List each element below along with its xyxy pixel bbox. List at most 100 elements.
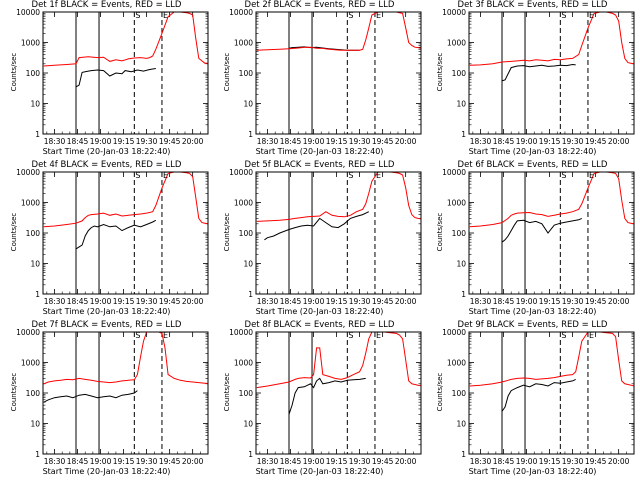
panel-title: Det 4f BLACK = Events, RED = LLD: [31, 160, 182, 170]
y-tick-label: 10000: [442, 328, 466, 337]
x-tick-label: 18:30: [44, 297, 66, 306]
series-line-lld: [469, 172, 634, 228]
y-tick-label: 1: [248, 130, 253, 139]
x-tick-label: 18:45: [280, 457, 302, 466]
x-tick-label: 19:30: [562, 457, 584, 466]
flag-label: S: [561, 171, 566, 180]
series-line-events: [43, 390, 138, 403]
flag-label: S: [561, 331, 566, 340]
plot-frame: [468, 11, 635, 135]
x-axis-label: Start Time (20-Jan-03 18:22:40): [255, 307, 384, 316]
series-line-events: [501, 63, 576, 82]
flag-label: E: [589, 331, 594, 340]
flag-label: S: [135, 171, 140, 180]
y-tick-label: 1: [35, 290, 40, 299]
y-tick-label: 100: [452, 389, 467, 398]
x-tick-label: 20:00: [395, 137, 417, 146]
y-tick-label: 1000: [234, 39, 253, 48]
plot-svg: 1 10 100 1000 10000 18:30 18:45 19:00 19:15 19:30…: [229, 328, 422, 466]
plot-frame: [468, 171, 635, 295]
panel-title: Det 7f BLACK = Events, RED = LLD: [31, 320, 182, 330]
x-axis-label: Start Time (20-Jan-03 18:22:40): [468, 307, 597, 316]
panel-title: Det 8f BLACK = Events, RED = LLD: [244, 320, 395, 330]
y-tick-label: 1: [461, 130, 466, 139]
x-tick-label: 19:00: [516, 137, 538, 146]
y-tick-label: 10: [456, 100, 466, 109]
flag-label: S: [561, 11, 566, 20]
y-tick-label: 10000: [229, 328, 253, 337]
x-tick-label: 19:15: [326, 297, 348, 306]
x-axis-label: Start Time (20-Jan-03 18:22:40): [42, 307, 171, 316]
y-tick-label: 10: [30, 260, 40, 269]
series-line-lld: [256, 12, 421, 51]
plot-frame: [255, 331, 422, 455]
plot-svg: 1 10 100 1000 10000 18:30 18:45 19:00 19:15 19:30…: [442, 8, 635, 146]
x-axis-label: Start Time (20-Jan-03 18:22:40): [255, 147, 384, 156]
x-tick-label: 18:30: [44, 457, 66, 466]
x-tick-label: 19:00: [516, 457, 538, 466]
detector-panel-9: Det 9f BLACK = Events, RED = LLD Counts/s…: [426, 320, 639, 480]
x-tick-label: 18:45: [280, 297, 302, 306]
x-tick-label: 20:00: [608, 297, 630, 306]
y-tick-label: 1000: [447, 199, 466, 208]
x-tick-label: 19:45: [159, 137, 181, 146]
y-tick-label: 10: [243, 420, 253, 429]
x-axis-label: Start Time (20-Jan-03 18:22:40): [468, 467, 597, 476]
flag-label: S: [348, 11, 353, 20]
x-tick-label: 19:45: [159, 297, 181, 306]
series-line-events: [264, 211, 370, 241]
y-tick-label: 1: [35, 450, 40, 459]
y-tick-label: 100: [239, 69, 254, 78]
x-tick-label: 19:45: [585, 137, 607, 146]
x-tick-label: 19:30: [562, 297, 584, 306]
y-tick-label: 10000: [16, 328, 40, 337]
plot-svg: 1 10 100 1000 10000 18:30 18:45 19:00 19:15 19:30…: [442, 328, 635, 466]
x-tick-label: 19:00: [90, 137, 112, 146]
y-tick-label: 10000: [229, 8, 253, 17]
y-tick-label: 100: [452, 69, 467, 78]
flag-label: E: [376, 171, 381, 180]
y-tick-label: 1: [248, 290, 253, 299]
x-tick-label: 18:30: [257, 297, 279, 306]
flag-label: S: [348, 171, 353, 180]
flag-label: E: [589, 171, 594, 180]
flag-label: E: [589, 11, 594, 20]
x-tick-label: 20:00: [608, 457, 630, 466]
flag-label: E: [163, 171, 168, 180]
flag-label: S: [135, 11, 140, 20]
y-tick-label: 1000: [234, 359, 253, 368]
x-tick-label: 18:30: [470, 457, 492, 466]
series-line-lld: [256, 172, 421, 222]
y-tick-label: 10: [243, 260, 253, 269]
x-tick-label: 19:15: [326, 457, 348, 466]
flag-label: S: [135, 331, 140, 340]
y-tick-label: 100: [239, 229, 254, 238]
y-tick-label: 100: [26, 69, 41, 78]
y-tick-label: 10: [30, 100, 40, 109]
plot-svg: 1 10 100 1000 10000 18:30 18:45 19:00 19:15 19:30…: [442, 168, 635, 306]
x-tick-label: 20:00: [182, 137, 204, 146]
plot-svg: 1 10 100 1000 10000 18:30 18:45 19:00 19:15 19:30…: [16, 8, 209, 146]
x-tick-label: 19:30: [349, 297, 371, 306]
series-line-lld: [469, 332, 634, 387]
panel-title: Det 9f BLACK = Events, RED = LLD: [457, 320, 608, 330]
y-tick-label: 1: [461, 290, 466, 299]
y-tick-label: 10000: [16, 168, 40, 177]
plot-frame: [42, 331, 209, 455]
x-tick-label: 19:30: [349, 457, 371, 466]
x-tick-label: 20:00: [395, 457, 417, 466]
y-tick-label: 1: [35, 130, 40, 139]
y-tick-label: 10000: [16, 8, 40, 17]
plot-svg: 1 10 100 1000 10000 18:30 18:45 19:00 19:15 19:30…: [16, 328, 209, 466]
x-axis-label: Start Time (20-Jan-03 18:22:40): [42, 147, 171, 156]
x-tick-label: 19:00: [303, 457, 325, 466]
x-tick-label: 19:45: [585, 297, 607, 306]
y-tick-label: 10000: [442, 8, 466, 17]
x-tick-label: 19:15: [539, 457, 561, 466]
y-tick-label: 10000: [229, 168, 253, 177]
series-line-events: [501, 217, 583, 243]
y-tick-label: 10: [456, 260, 466, 269]
flag-label: S: [348, 331, 353, 340]
y-tick-label: 100: [239, 389, 254, 398]
